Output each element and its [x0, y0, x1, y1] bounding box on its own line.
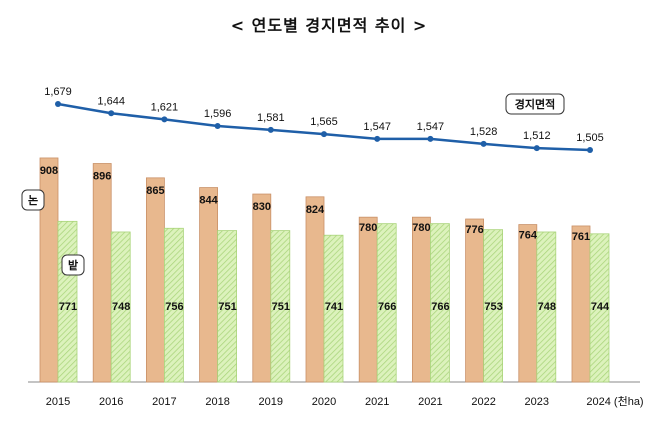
field-value-label: 771: [59, 301, 77, 313]
total-value-label: 1,621: [151, 101, 179, 113]
x-tick-label: 2021: [418, 396, 442, 408]
field-value-label: 741: [325, 301, 343, 313]
legend-rice-box: [21, 189, 45, 211]
field-bar: [217, 230, 238, 383]
x-tick-label: 2019: [259, 396, 283, 408]
rice-value-label: 776: [465, 224, 483, 236]
field-value-label: 751: [218, 301, 236, 313]
x-tick-label: 2021: [365, 396, 389, 408]
legend-total-box: [505, 93, 565, 115]
rice-bar: [145, 177, 165, 383]
field-value-label: 756: [165, 301, 183, 313]
rice-value-label: 780: [359, 222, 377, 234]
total-value-label: 1,596: [204, 108, 232, 120]
x-tick-label: 2016: [99, 396, 123, 408]
total-value-label: 1,565: [310, 116, 338, 128]
total-value-label: 1,581: [257, 112, 285, 124]
field-bar: [323, 234, 344, 383]
rice-bar: [252, 193, 272, 383]
x-tick-label: 2015: [46, 396, 70, 408]
total-point: [533, 145, 540, 152]
rice-bar: [199, 187, 219, 383]
legend-rice: 논: [28, 194, 38, 207]
rice-value-label: 830: [253, 201, 271, 213]
rice-value-label: 844: [199, 195, 218, 207]
rice-bar: [571, 225, 591, 383]
field-value-label: 748: [112, 301, 130, 313]
total-point: [267, 126, 274, 133]
legend-field: 밭: [68, 259, 78, 272]
x-tick-label: 2017: [152, 396, 176, 408]
field-value-label: 744: [591, 301, 610, 313]
field-bar: [110, 231, 131, 383]
x-tick-label: 2023: [525, 396, 549, 408]
total-point: [480, 140, 487, 147]
rice-value-label: 764: [519, 230, 538, 242]
legend-total: 경지면적: [515, 97, 555, 111]
rice-bar: [465, 218, 485, 383]
field-value-label: 766: [378, 301, 396, 313]
total-value-label: 1,505: [576, 132, 604, 144]
field-value-label: 748: [538, 301, 556, 313]
field-bar: [376, 223, 397, 383]
total-value-label: 1,547: [363, 121, 391, 133]
total-value-label: 1,644: [97, 95, 125, 107]
chart-title: < 연도별 경지면적 추이 >: [230, 16, 428, 35]
rice-bar: [305, 196, 325, 383]
x-tick-label: 2024 (천ha): [586, 394, 643, 408]
total-point: [55, 101, 61, 107]
total-point: [374, 135, 381, 142]
field-value-label: 753: [484, 301, 502, 313]
field-value-label: 751: [272, 301, 290, 313]
rice-bar: [411, 216, 431, 383]
field-bar: [163, 227, 184, 383]
total-point: [427, 135, 434, 142]
field-bar: [270, 230, 291, 383]
total-point: [108, 110, 115, 117]
total-value-label: 1,547: [417, 121, 445, 133]
field-bar: [483, 229, 504, 383]
total-value-label: 1,679: [44, 86, 72, 98]
rice-value-label: 908: [40, 165, 58, 177]
field-bar: [589, 233, 610, 383]
rice-value-label: 865: [146, 185, 164, 197]
rice-value-label: 824: [306, 204, 325, 216]
field-value-label: 766: [431, 301, 449, 313]
field-bar: [429, 223, 450, 383]
rice-value-label: 761: [572, 231, 590, 243]
rice-bar: [358, 216, 378, 383]
total-value-label: 1,528: [470, 126, 498, 138]
rice-bar: [92, 163, 112, 383]
x-tick-label: 2018: [205, 396, 229, 408]
x-tick-label: 2020: [312, 396, 336, 408]
total-point: [587, 147, 593, 154]
total-value-label: 1,512: [523, 130, 551, 142]
field-bar: [536, 231, 557, 383]
legend-field-box: [61, 254, 85, 276]
rice-value-label: 896: [93, 171, 111, 183]
rice-value-label: 780: [412, 222, 430, 234]
total-point: [321, 131, 327, 138]
rice-bar: [518, 224, 538, 383]
x-tick-label: 2022: [471, 396, 495, 408]
total-point: [161, 116, 168, 123]
total-point: [214, 122, 221, 129]
